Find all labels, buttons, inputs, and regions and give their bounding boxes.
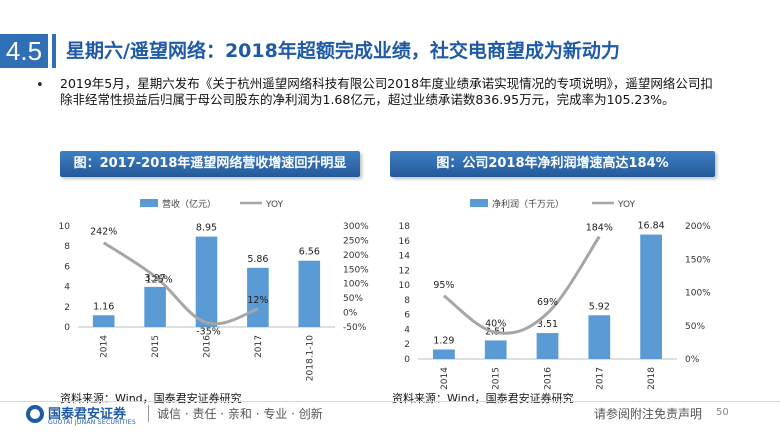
y-left-tick-label: 14: [399, 252, 411, 262]
y-left-tick-label: 6: [64, 262, 70, 272]
footer-divider: [0, 401, 780, 402]
company-motto: 诚信 · 责任 · 亲和 · 专业 · 创新: [148, 405, 323, 422]
legend-line-label: YOY: [617, 200, 636, 210]
yoy-line: [442, 235, 601, 335]
bullet-icon: •: [36, 78, 44, 93]
y-left-tick-label: 0: [404, 355, 410, 365]
y-left-tick-label: 0: [64, 323, 70, 333]
y-left-tick-label: 16: [399, 237, 411, 247]
y-right-tick-label: 250%: [343, 236, 369, 246]
company-logo-icon: [26, 405, 44, 423]
y-right-tick-label: 300%: [343, 222, 369, 232]
bar: [298, 260, 321, 327]
disclaimer-text: 请参阅附注免责声明: [594, 407, 703, 421]
section-number: 4.5: [0, 34, 48, 68]
y-right-tick-label: 50%: [343, 294, 363, 304]
chart2-heading: 图：公司2018年净利润增速高达184%: [390, 151, 715, 177]
x-tick-label: 2017: [595, 367, 605, 390]
bar-data-label: 3.51: [537, 319, 558, 330]
bar-data-label: 1.16: [93, 301, 114, 312]
y-right-tick-label: 100%: [685, 289, 711, 299]
x-tick-label: 2016: [544, 367, 554, 390]
chart1-heading: 图：2017-2018年遥望网络营收增速回升明显: [60, 151, 360, 177]
yoy-data-label: 125%: [146, 275, 173, 286]
legend-bar-label: 营收（亿元）: [162, 198, 216, 210]
bar: [484, 340, 507, 359]
y-left-tick-label: 18: [399, 222, 411, 232]
y-right-tick-label: 200%: [685, 222, 711, 232]
bar-data-label: 1.29: [433, 335, 454, 346]
legend-bar-swatch: [140, 199, 158, 207]
bar: [536, 333, 559, 359]
bar: [195, 236, 218, 327]
y-right-tick-label: 0%: [685, 355, 700, 365]
y-left-tick-label: 8: [404, 296, 410, 306]
company-logo-subtitle: GUOTAI JUNAN SECURITIES: [48, 419, 136, 426]
yoy-data-label: 12%: [247, 295, 268, 306]
y-left-tick-label: 12: [399, 266, 410, 276]
bar: [92, 315, 115, 327]
bar: [144, 286, 166, 327]
x-tick-label: 2018.1-10: [305, 335, 315, 381]
x-tick-label: 2016: [203, 335, 213, 358]
page-number: 50: [716, 407, 729, 418]
y-left-tick-label: 2: [404, 340, 410, 350]
y-left-tick-label: 6: [404, 311, 410, 321]
y-right-tick-label: 50%: [685, 322, 705, 332]
y-left-tick-label: 8: [64, 242, 70, 252]
y-left-tick-label: 2: [64, 303, 70, 313]
y-left-tick-label: 10: [59, 222, 71, 232]
company-logo-text: 国泰君安证券: [48, 407, 127, 422]
bar-data-label: 16.84: [637, 221, 664, 232]
legend-line-label: YOY: [265, 200, 284, 210]
yoy-data-label: 40%: [485, 318, 506, 329]
yoy-data-label: 184%: [586, 223, 613, 234]
x-tick-label: 2015: [492, 367, 502, 390]
y-right-tick-label: 0%: [343, 309, 358, 319]
yoy-data-label: 69%: [537, 297, 558, 308]
y-right-tick-label: 100%: [343, 280, 369, 290]
chart2-source: 资料来源：Wind，国泰君安证券研究: [392, 392, 574, 405]
net-profit-chart: 净利润（千万元） YOY 0 2 4 6 8 10 12 14 16 18 0% 50% 100% 150% 2…: [399, 198, 712, 390]
y-left-tick-label: 10: [399, 281, 411, 291]
page-title: 星期六/遥望网络：2018年超额完成业绩，社交电商望成为新动力: [66, 40, 620, 62]
x-tick-label: 2018: [647, 367, 657, 390]
legend-bar-swatch: [470, 199, 488, 207]
yoy-line: [102, 241, 259, 326]
bar-data-label: 5.86: [247, 254, 268, 265]
yoy-data-label: -35%: [196, 327, 221, 338]
y-right-tick-label: 200%: [343, 251, 369, 261]
bar-data-label: 8.95: [196, 223, 217, 234]
y-right-tick-label: -50%: [343, 323, 367, 333]
bar-data-label: 6.56: [299, 247, 320, 258]
yoy-data-label: 242%: [90, 227, 117, 238]
yoy-data-label: 95%: [433, 280, 454, 291]
y-left-tick-label: 4: [64, 283, 70, 293]
bar: [433, 349, 455, 359]
legend-bar-label: 净利润（千万元）: [492, 198, 564, 210]
x-tick-label: 2017: [254, 335, 264, 358]
bar-data-label: 5.92: [589, 301, 610, 312]
section-divider: [52, 34, 56, 68]
y-left-tick-label: 4: [404, 325, 410, 335]
x-tick-label: 2014: [440, 367, 450, 390]
bar: [588, 315, 611, 359]
x-tick-label: 2014: [100, 335, 110, 358]
y-right-tick-label: 150%: [685, 255, 711, 265]
y-right-tick-label: 150%: [343, 265, 369, 275]
bar: [640, 234, 662, 359]
x-tick-label: 2015: [151, 335, 161, 358]
revenue-chart: 营收（亿元） YOY 0 2 4 6 8 10 -50% 0% 50% 100% 150% 200% 250…: [59, 198, 370, 381]
bullet-paragraph: 2019年5月，星期六发布《关于杭州遥望网络科技有限公司2018年度业绩承诺实现…: [60, 76, 713, 107]
